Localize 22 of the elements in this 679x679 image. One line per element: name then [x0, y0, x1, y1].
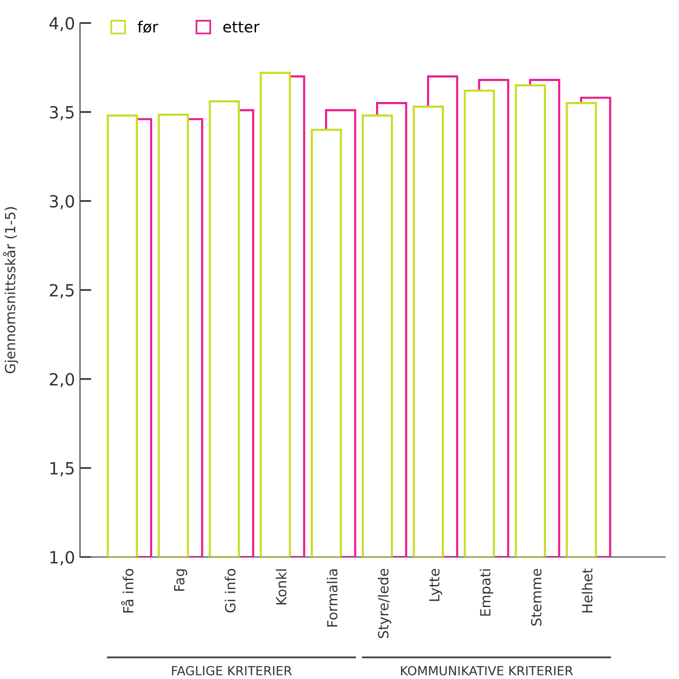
x-tick-label: Lytte: [429, 568, 442, 601]
x-tick-label: Få info: [121, 568, 134, 612]
y-tick-label: 2,5: [50, 284, 74, 298]
y-tick-label: 1,0: [50, 550, 74, 566]
x-tick-label: Konkl: [276, 569, 287, 604]
y-tick-label: 2,0: [50, 372, 74, 388]
x-tick-label: Styre/lede: [378, 568, 392, 638]
y-tick-label: 4,0: [49, 16, 74, 32]
x-tick-label: Empati: [480, 569, 494, 616]
x-tick-label: Stemme: [531, 568, 542, 626]
y-tick-label: 3,5: [50, 106, 74, 120]
x-tick-label: Gi info: [224, 568, 236, 612]
y-axis-title: Gjennomsnittsskår (1-5): [2, 207, 18, 374]
legend-label: etter: [223, 22, 260, 33]
y-tick-label: 1,5: [50, 462, 74, 476]
y-tick-label: 3,0: [50, 194, 74, 210]
x-tick-label: Helhet: [582, 568, 593, 612]
text: KOMMUNIKATIVE KRITERIER: [400, 666, 573, 676]
x-tick-label: Fag: [174, 569, 188, 591]
x-tick-label: Formalia: [326, 569, 338, 626]
legend-label: før: [138, 20, 158, 34]
text: FAGLIGE KRITERIER: [172, 666, 292, 676]
